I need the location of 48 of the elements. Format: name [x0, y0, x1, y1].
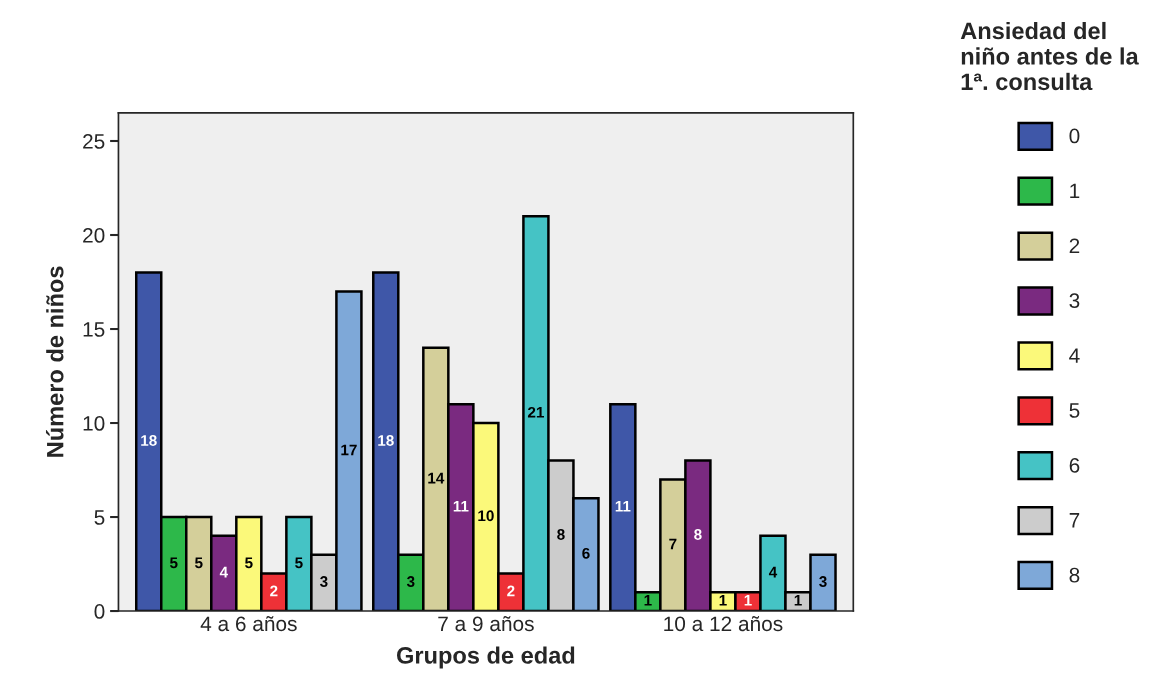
legend-label: 0	[1069, 128, 1080, 144]
data-label: 21	[527, 406, 544, 418]
legend-label: 7	[1069, 513, 1080, 528]
data-label: 2	[270, 585, 278, 597]
legend-label: 5	[1069, 403, 1080, 418]
x-axis-title: Grupos de edad	[396, 646, 575, 669]
data-label: 1	[744, 595, 752, 606]
data-label: 3	[406, 576, 415, 587]
data-label: 10	[478, 510, 494, 522]
data-label: 7	[669, 538, 677, 550]
data-label: 3	[319, 576, 328, 587]
data-label: 14	[428, 472, 445, 484]
data-label: 4	[768, 566, 778, 578]
data-label: 17	[341, 444, 357, 456]
data-label: 1	[719, 595, 727, 606]
y-tick-label: 0	[94, 604, 105, 619]
data-label: 5	[295, 557, 303, 569]
legend-label: 3	[1069, 293, 1080, 309]
legend-label: 6	[1069, 457, 1080, 473]
data-label: 4	[219, 566, 228, 578]
data-label: 11	[453, 501, 469, 512]
legend-label: 8	[1069, 567, 1080, 583]
data-label: 2	[507, 585, 515, 597]
data-label: 11	[615, 501, 631, 512]
data-label: 18	[378, 435, 394, 446]
data-label: 5	[195, 557, 203, 569]
y-tick-label: 25	[83, 134, 105, 149]
data-label: 18	[141, 435, 157, 446]
y-axis-title: Número de niños	[45, 266, 64, 457]
legend-title: Ansiedad del niño antes de la 1ª. consulta	[960, 21, 1139, 91]
data-label: 3	[819, 576, 827, 587]
legend-label: 2	[1069, 238, 1080, 253]
y-tick-label: 10	[83, 416, 105, 431]
x-tick-label: 10 a 12 años	[664, 616, 783, 632]
x-tick-label: 4 a 6 años	[200, 616, 297, 632]
y-tick-label: 20	[83, 228, 105, 243]
data-label: 1	[644, 595, 652, 606]
legend-label: 1	[1070, 183, 1080, 199]
data-label: 5	[245, 557, 253, 569]
data-label: 1	[794, 595, 802, 606]
data-label: 8	[557, 529, 565, 540]
y-tick-label: 15	[83, 322, 105, 337]
data-label: 8	[694, 529, 702, 540]
legend-label: 4	[1069, 348, 1080, 363]
data-label: 6	[582, 547, 590, 559]
data-label: 5	[169, 557, 178, 569]
x-tick-label: 7 a 9 años	[438, 616, 534, 632]
y-tick-label: 5	[94, 510, 105, 525]
